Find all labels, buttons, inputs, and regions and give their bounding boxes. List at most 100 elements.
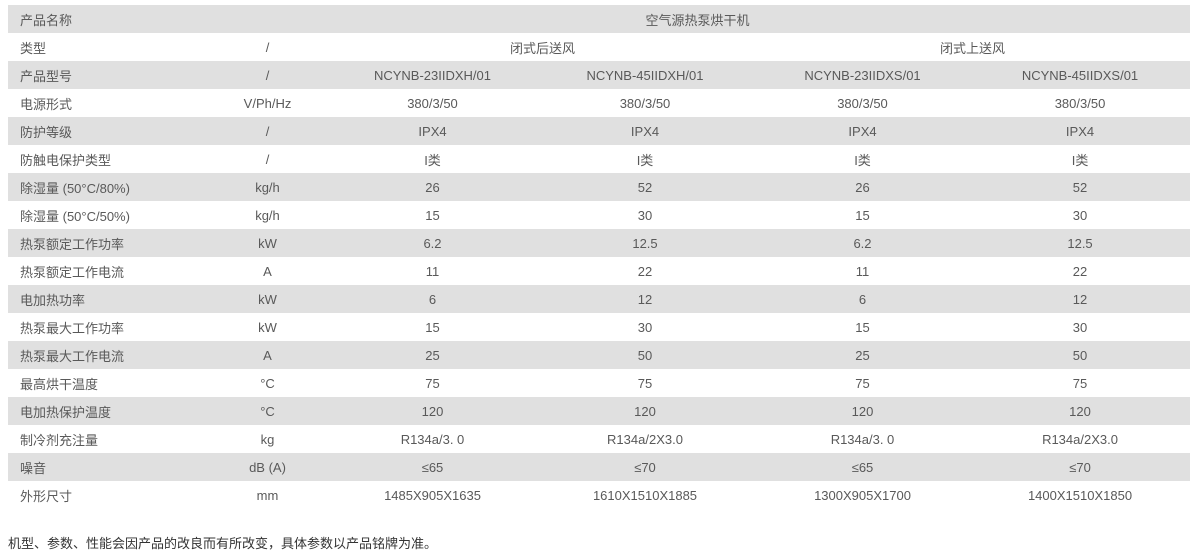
spec-label: 热泵额定工作功率 (20, 236, 125, 252)
spec-unit: dB (A) (249, 459, 286, 475)
spec-label: 外形尺寸 (20, 488, 73, 504)
spec-unit: °C (260, 403, 275, 419)
table-row: 产品名称 空气源热泵烘干机 (8, 5, 1191, 33)
spec-value: 26 (855, 179, 870, 195)
spec-unit: / (265, 39, 270, 55)
spec-value: 380/3/50 (619, 95, 671, 111)
spec-value: 闭式后送风 (509, 40, 575, 56)
spec-value: R134a/2X3.0 (1042, 431, 1118, 447)
spec-value: 75 (1072, 375, 1088, 391)
spec-value: IPX4 (1065, 123, 1095, 139)
spec-value: 1300X905X1700 (814, 487, 911, 503)
spec-label: 热泵额定工作电流 (20, 264, 125, 280)
spec-value: 6 (858, 291, 867, 307)
spec-value: 120 (421, 403, 444, 419)
table-row: 热泵额定工作功率 kW 6.2 12.5 6.2 12.5 (8, 229, 1191, 257)
spec-label: 热泵最大工作功率 (20, 320, 125, 336)
spec-label: 电加热保护温度 (20, 404, 112, 420)
spec-table: 产品名称 空气源热泵烘干机类型 / 闭式后送风 闭式上送风产品型号 / NCYNB-23II… (8, 5, 1191, 509)
table-row: 电加热功率 kW 6 12 6 12 (8, 285, 1191, 313)
spec-value: 15 (855, 319, 870, 335)
spec-value: 15 (425, 207, 440, 223)
table-row: 热泵最大工作电流 A 25 50 25 50 (8, 341, 1191, 369)
spec-label: 电加热功率 (20, 292, 86, 308)
spec-label: 防护等级 (20, 124, 73, 140)
spec-unit: kg (260, 431, 275, 447)
spec-unit: V/Ph/Hz (243, 95, 292, 111)
spec-unit: mm (256, 487, 279, 503)
spec-unit: kW (258, 319, 277, 335)
spec-value: 75 (855, 375, 870, 391)
table-row: 产品型号 / NCYNB-23IIDXH/01 NCYNB-45IIDXH/01 NCY… (8, 61, 1191, 89)
spec-value: 1485X905X1635 (384, 487, 481, 503)
spec-value: I类 (636, 152, 654, 168)
spec-value: NCYNB-45IIDXS/01 (1021, 67, 1139, 83)
spec-unit: / (265, 151, 270, 167)
spec-value: 50 (1072, 347, 1088, 363)
spec-value: 11 (855, 263, 870, 279)
spec-value: IPX4 (630, 123, 660, 139)
spec-value: 12.5 (632, 235, 658, 251)
spec-value: ≤70 (1069, 459, 1091, 475)
table-row: 类型 / 闭式后送风 闭式上送风 (8, 33, 1190, 61)
spec-value: NCYNB-23IIDXH/01 (373, 67, 492, 83)
spec-value: NCYNB-23IIDXS/01 (804, 67, 921, 83)
spec-value: 6.2 (423, 235, 442, 251)
spec-label: 产品型号 (20, 68, 73, 84)
spec-unit: / (265, 67, 270, 83)
spec-value: 25 (855, 347, 870, 363)
spec-value: 50 (637, 347, 653, 363)
spec-value: 120 (851, 403, 874, 419)
spec-value: 11 (425, 263, 440, 279)
spec-value: 30 (637, 207, 653, 223)
spec-label: 除湿量 (50°C/50%) (20, 208, 130, 224)
spec-value: 15 (855, 207, 870, 223)
spec-value: 6 (428, 291, 437, 307)
table-row: 防护等级 / IPX4 IPX4 IPX4 IPX4 (8, 117, 1191, 145)
spec-value: I类 (1071, 152, 1089, 168)
table-row: 热泵额定工作电流 A 11 22 11 22 (8, 257, 1190, 285)
spec-value: 15 (425, 319, 440, 335)
spec-value: 380/3/50 (837, 95, 888, 111)
spec-value: I类 (424, 152, 441, 168)
spec-unit: kW (258, 291, 277, 307)
spec-label: 防触电保护类型 (20, 152, 112, 168)
table-row: 制冷剂充注量 kg R134a/3. 0 R134a/2X3.0 R134a/3. 0 R… (8, 425, 1190, 453)
spec-value: 闭式上送风 (940, 40, 1006, 56)
spec-label: 类型 (20, 40, 47, 56)
footer-note: 机型、参数、性能会因产品的改良而有所改变，具体参数以产品铭牌为准。 (8, 536, 438, 551)
spec-value: ≤70 (634, 459, 656, 475)
table-row: 噪音 dB (A) ≤65 ≤70 ≤65 ≤70 (8, 453, 1191, 481)
spec-unit: / (265, 123, 270, 139)
spec-label: 制冷剂充注量 (20, 432, 99, 448)
spec-unit: kg/h (255, 207, 280, 223)
spec-value: 26 (425, 179, 440, 195)
spec-unit: kW (258, 235, 277, 251)
spec-value: 52 (637, 179, 653, 195)
table-row: 电加热保护温度 °C 120 120 120 120 (8, 397, 1191, 425)
table-row: 防触电保护类型 / I类 I类 I类 I类 (8, 145, 1190, 173)
spec-value: 空气源热泵烘干机 (645, 12, 750, 28)
spec-label: 噪音 (20, 460, 47, 476)
spec-value: ≤65 (421, 459, 444, 475)
table-row: 电源形式 V/Ph/Hz 380/3/50 380/3/50 380/3/50 380/3… (8, 89, 1190, 117)
spec-value: 30 (637, 319, 653, 335)
spec-value: 52 (1072, 179, 1088, 195)
table-row: 外形尺寸 mm 1485X905X1635 1610X1510X1885 1300X90… (8, 481, 1190, 509)
table-row: 除湿量 (50°C/50%) kg/h 15 30 15 30 (8, 201, 1190, 229)
spec-label: 最高烘干温度 (20, 376, 99, 392)
spec-value: 6.2 (853, 235, 872, 251)
spec-value: 75 (637, 375, 653, 391)
spec-unit: kg/h (255, 179, 280, 195)
spec-unit: °C (260, 375, 275, 391)
spec-value: I类 (854, 152, 871, 168)
spec-value: 120 (634, 403, 656, 419)
spec-value: ≤65 (851, 459, 874, 475)
spec-value: NCYNB-45IIDXH/01 (586, 67, 704, 83)
spec-value: R134a/3. 0 (400, 431, 465, 447)
spec-label: 电源形式 (20, 96, 73, 112)
spec-value: R134a/2X3.0 (607, 431, 683, 447)
spec-label: 产品名称 (20, 12, 73, 28)
table-row: 除湿量 (50°C/80%) kg/h 26 52 26 52 (8, 173, 1191, 201)
